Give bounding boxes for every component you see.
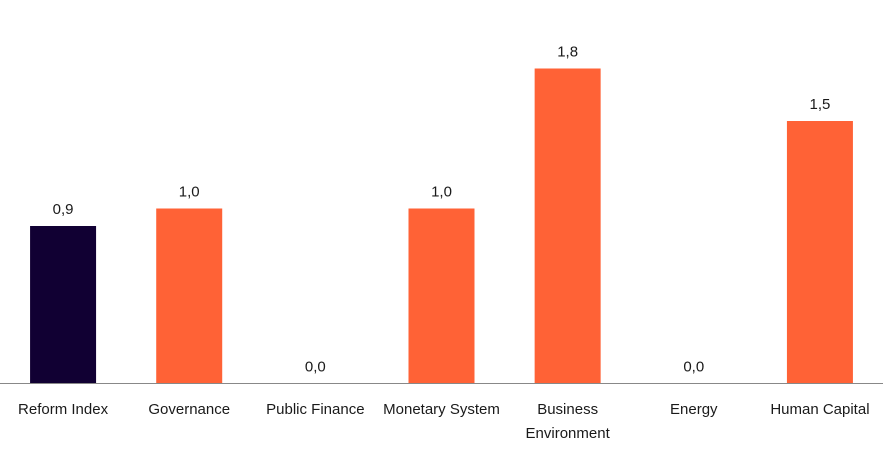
category-label: Business Environment [526, 401, 611, 442]
category-label: Monetary System [383, 401, 500, 418]
bar-reform-index [30, 226, 97, 384]
category-label: Governance [148, 401, 230, 418]
bar-monetary-system [408, 208, 475, 384]
value-labels-group: 0,9 1,0 0,0 1,0 1,8 0,0 1,5 [53, 44, 831, 376]
bar-governance [156, 208, 223, 384]
bars-group [30, 68, 853, 384]
value-label: 0,0 [683, 359, 704, 376]
value-label: 1,5 [809, 96, 830, 113]
value-label: 1,0 [431, 184, 452, 201]
category-label: Public Finance [266, 401, 364, 418]
category-label: Human Capital [770, 401, 869, 418]
category-labels-group: Reform Index Governance Public Finance Mone… [18, 401, 869, 442]
value-label: 1,8 [557, 44, 578, 61]
category-label: Reform Index [18, 401, 109, 418]
category-label: Energy [670, 401, 718, 418]
bar-human-capital [786, 121, 853, 384]
bar-business-environment [534, 68, 601, 384]
value-label: 0,0 [305, 359, 326, 376]
value-label: 0,9 [53, 201, 74, 218]
value-label: 1,0 [179, 184, 200, 201]
